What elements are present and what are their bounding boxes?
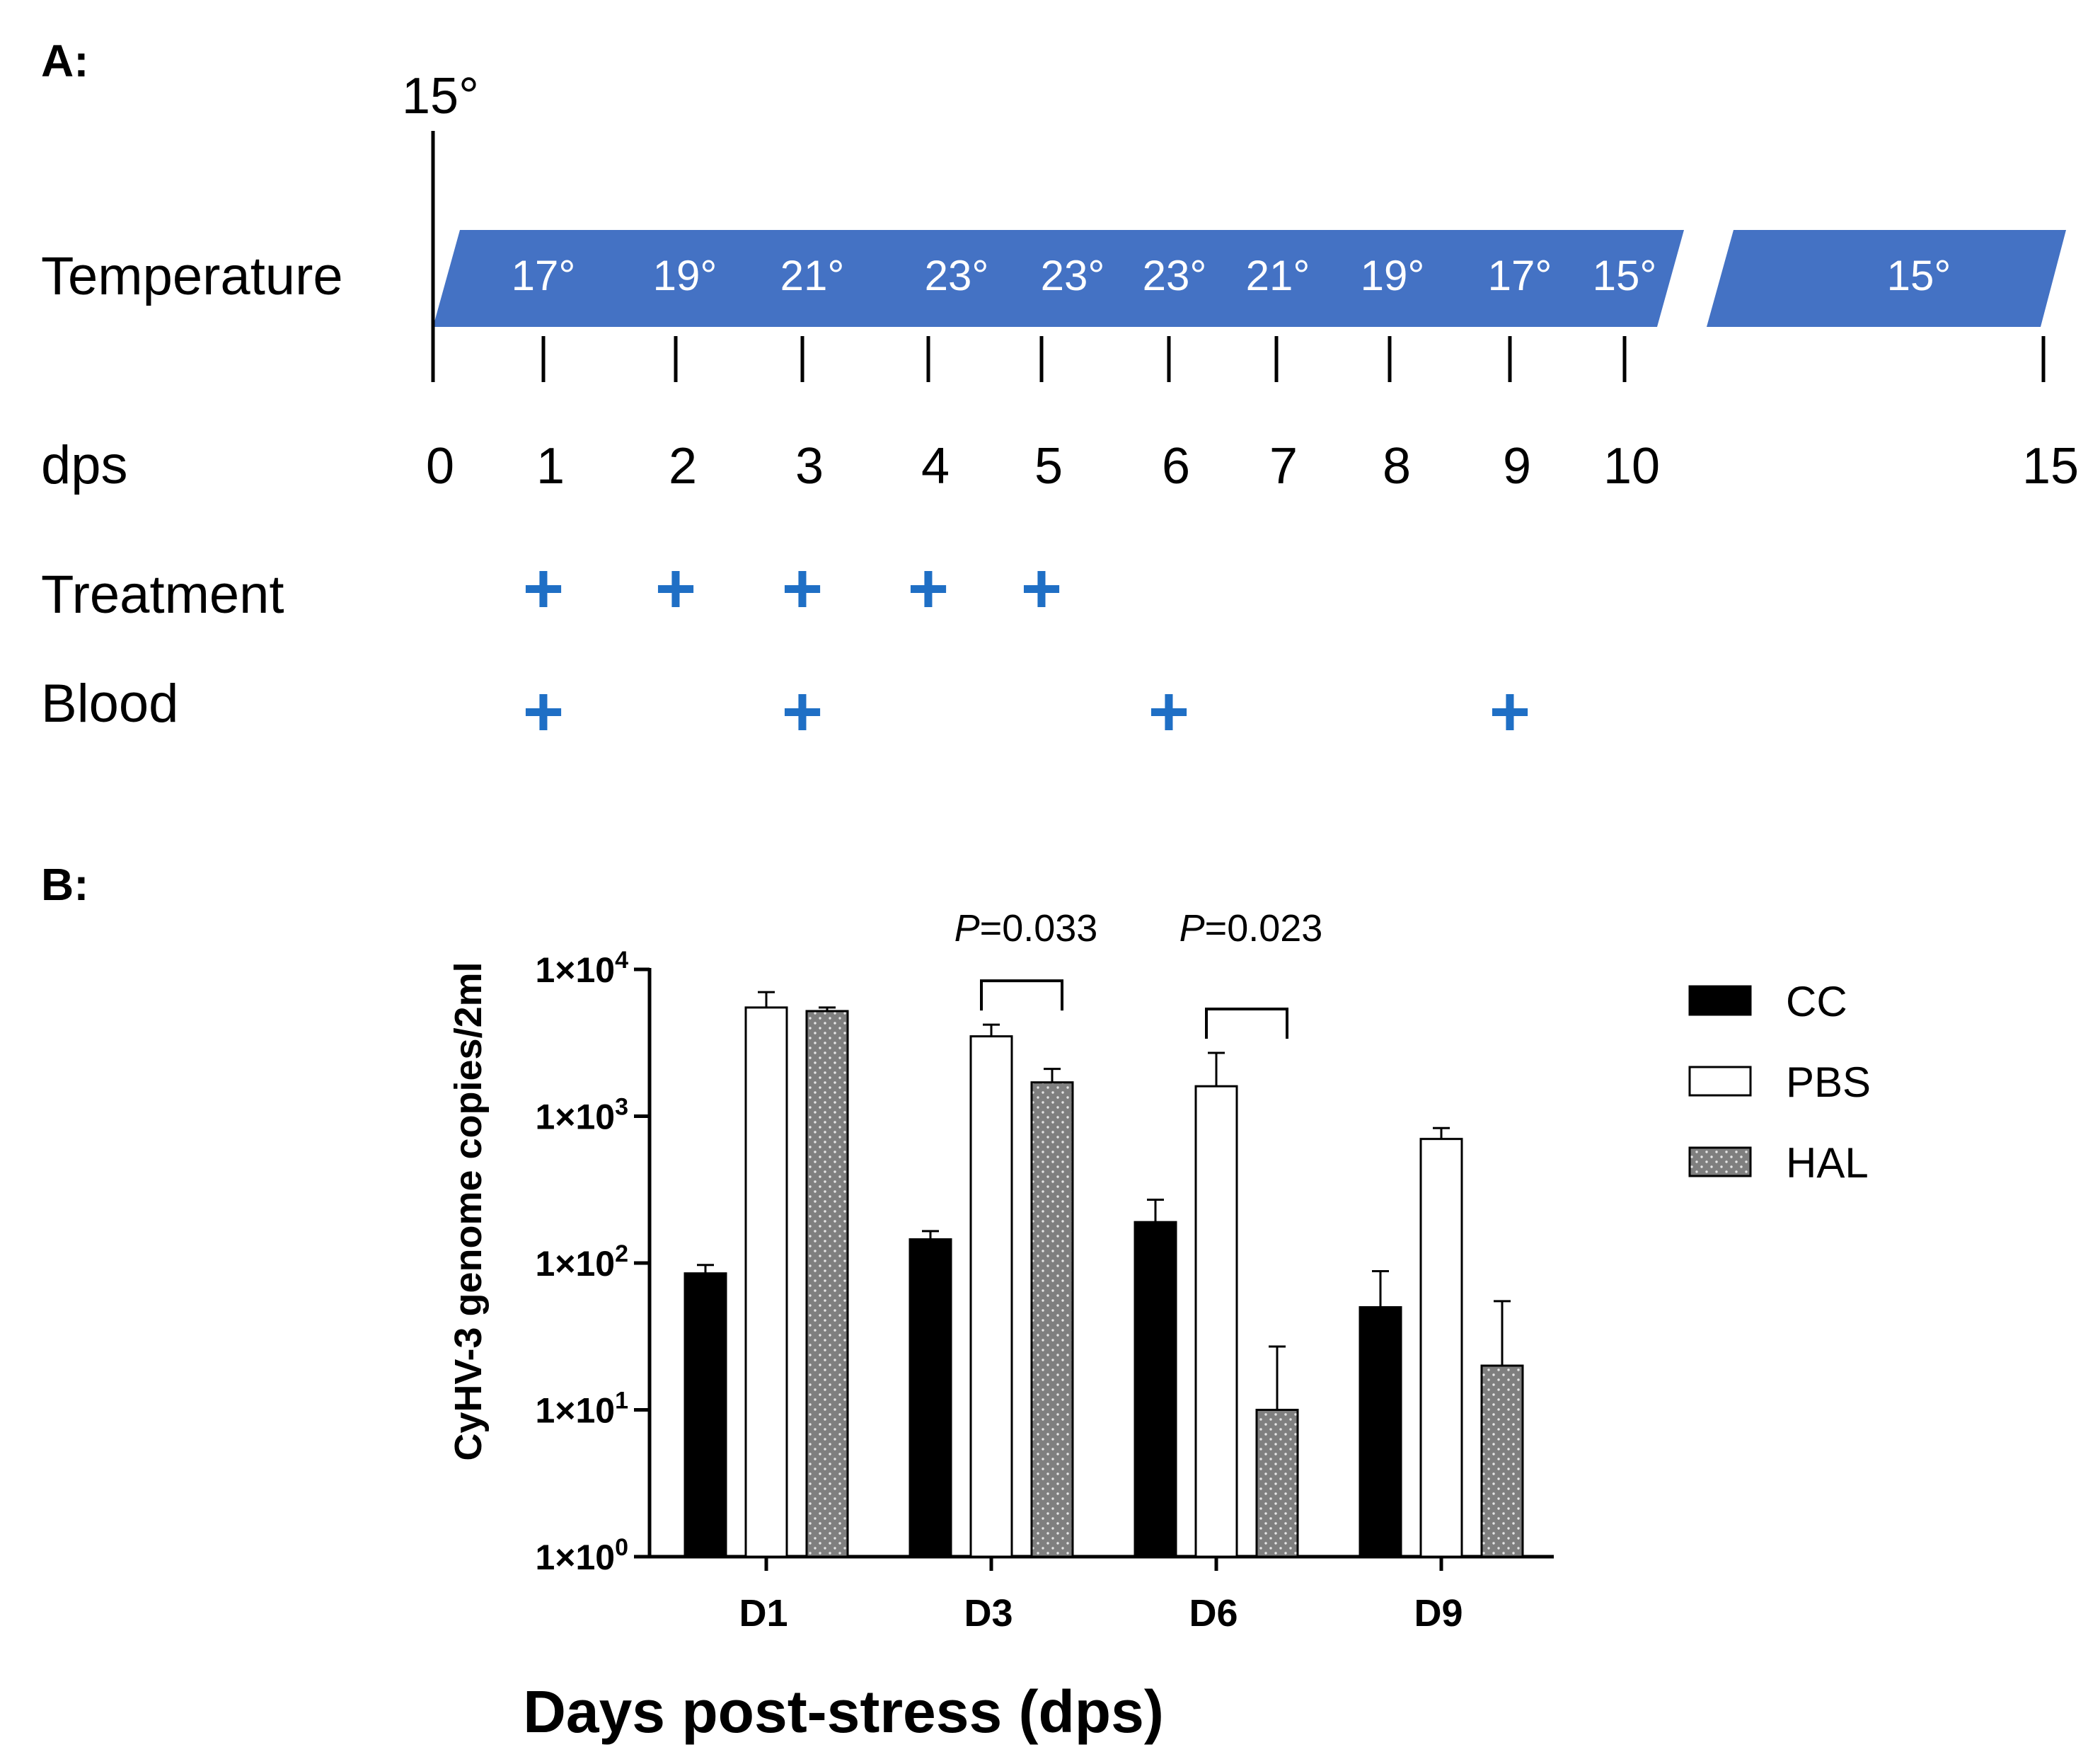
temperature-label: 23° <box>925 252 989 299</box>
legend-swatch-CC <box>1688 985 1752 1016</box>
dps-label-5: 5 <box>1034 438 1063 495</box>
dps-label-8: 8 <box>1383 438 1411 495</box>
error-bars <box>697 991 1511 1410</box>
y-tick-label: 1×103 <box>535 1094 628 1137</box>
temperature-label: 17° <box>1488 252 1552 299</box>
temperature-label: 19° <box>1361 252 1425 299</box>
temperature-label: 17° <box>512 252 576 299</box>
temperature-label: 23° <box>1143 252 1207 299</box>
bar-HAL-D6 <box>1255 1409 1299 1558</box>
legend-swatch-HAL <box>1688 1146 1752 1177</box>
temperature-band-layer <box>433 230 2066 327</box>
row-label-blood: Blood <box>41 674 178 734</box>
temperature-labels: 17° 19° 21° 23° 23° 23° 21° 19° 17° 15° 15° <box>512 252 1951 299</box>
legend-swatch-PBS <box>1688 1066 1752 1097</box>
timeline-tick-layer <box>431 131 2046 382</box>
dps-label-3: 3 <box>795 438 824 495</box>
blood-marker: + <box>782 672 823 751</box>
dps-label-15: 15 <box>2022 438 2079 495</box>
dps-label-4: 4 <box>921 438 950 495</box>
bar-HAL-D3 <box>1030 1081 1074 1558</box>
x-tick-labels: D1 D3 D6 D9 <box>739 1592 1463 1635</box>
p-value-D6: P=0.023 <box>1179 907 1323 950</box>
blood-markers: + + + + <box>523 672 1530 751</box>
dps-label-9: 9 <box>1503 438 1531 495</box>
bars <box>683 1006 1524 1558</box>
bar-PBS-D3 <box>969 1035 1013 1558</box>
dps-label-6: 6 <box>1162 438 1190 495</box>
dps-label-2: 2 <box>669 438 697 495</box>
bar-CC-D3 <box>909 1238 952 1558</box>
temperature-label: 21° <box>1246 252 1310 299</box>
row-label-treatment: Treatment <box>41 565 284 625</box>
blood-marker: + <box>1148 672 1189 751</box>
temperature-band-main <box>433 230 1684 327</box>
bar-PBS-D9 <box>1419 1138 1463 1558</box>
y-tick-label: 1×104 <box>535 947 628 990</box>
dps-labels: 0 1 2 3 4 5 6 7 8 9 10 15 <box>426 438 2079 495</box>
blood-marker: + <box>1489 672 1530 751</box>
treatment-marker: + <box>782 549 823 628</box>
p-value-D3: P=0.033 <box>954 907 1098 950</box>
start-temperature: 15° <box>402 68 479 125</box>
legend-label-HAL: HAL <box>1786 1139 1869 1187</box>
significance-annotations: P=0.033 P=0.023 <box>954 907 1323 1039</box>
panel-b-chart: B: CyHV-3 genome copies/2ml Days post-st… <box>41 859 1871 1745</box>
bar-HAL-D9 <box>1480 1364 1524 1558</box>
y-tick-label: 1×101 <box>535 1388 628 1431</box>
x-tick-label-D9: D9 <box>1414 1592 1463 1635</box>
y-tick-label: 1×102 <box>535 1240 628 1284</box>
y-tick-label: 1×100 <box>535 1534 628 1577</box>
treatment-marker: + <box>655 549 696 628</box>
row-label-dps: dps <box>41 435 128 495</box>
x-tick-label-D3: D3 <box>964 1592 1013 1635</box>
temperature-label-end: 15° <box>1887 252 1951 299</box>
bar-PBS-D6 <box>1194 1085 1238 1558</box>
bar-CC-D1 <box>683 1272 727 1558</box>
treatment-markers: + + + + + <box>523 549 1062 628</box>
treatment-marker: + <box>523 549 564 628</box>
bar-HAL-D1 <box>805 1010 849 1558</box>
temperature-band-end <box>1707 230 2066 327</box>
dps-label-10: 10 <box>1603 438 1660 495</box>
panel-b-label: B: <box>41 859 89 910</box>
legend: CC PBS HAL <box>1688 978 1871 1187</box>
dps-label-1: 1 <box>536 438 565 495</box>
legend-label-PBS: PBS <box>1786 1059 1871 1106</box>
significance-bracket-D3 <box>980 979 1063 1011</box>
row-label-temperature: Temperature <box>41 246 343 306</box>
panel-a-timeline: A: 15° Temperature dps Treatment Blood 1… <box>41 35 2079 751</box>
panel-a-label: A: <box>41 35 89 86</box>
chart-axes <box>634 967 1554 1571</box>
temperature-label: 23° <box>1041 252 1105 299</box>
bar-CC-D9 <box>1359 1305 1402 1558</box>
temperature-label: 19° <box>653 252 717 299</box>
x-tick-label-D1: D1 <box>739 1592 788 1635</box>
blood-marker: + <box>523 672 564 751</box>
bar-PBS-D1 <box>744 1006 788 1558</box>
dps-label-7: 7 <box>1269 438 1298 495</box>
significance-bracket-D6 <box>1205 1007 1288 1039</box>
x-tick-label-D6: D6 <box>1189 1592 1238 1635</box>
bar-CC-D6 <box>1134 1221 1177 1558</box>
x-axis-label: Days post-stress (dps) <box>523 1678 1164 1745</box>
dps-label-0: 0 <box>426 438 454 495</box>
temperature-label: 21° <box>780 252 845 299</box>
treatment-marker: + <box>908 549 949 628</box>
legend-label-CC: CC <box>1786 978 1847 1025</box>
treatment-marker: + <box>1021 549 1062 628</box>
y-tick-labels: 1×100 1×101 1×102 1×103 1×104 <box>535 947 628 1577</box>
temperature-label: 15° <box>1593 252 1657 299</box>
y-axis-label: CyHV-3 genome copies/2ml <box>447 962 490 1460</box>
